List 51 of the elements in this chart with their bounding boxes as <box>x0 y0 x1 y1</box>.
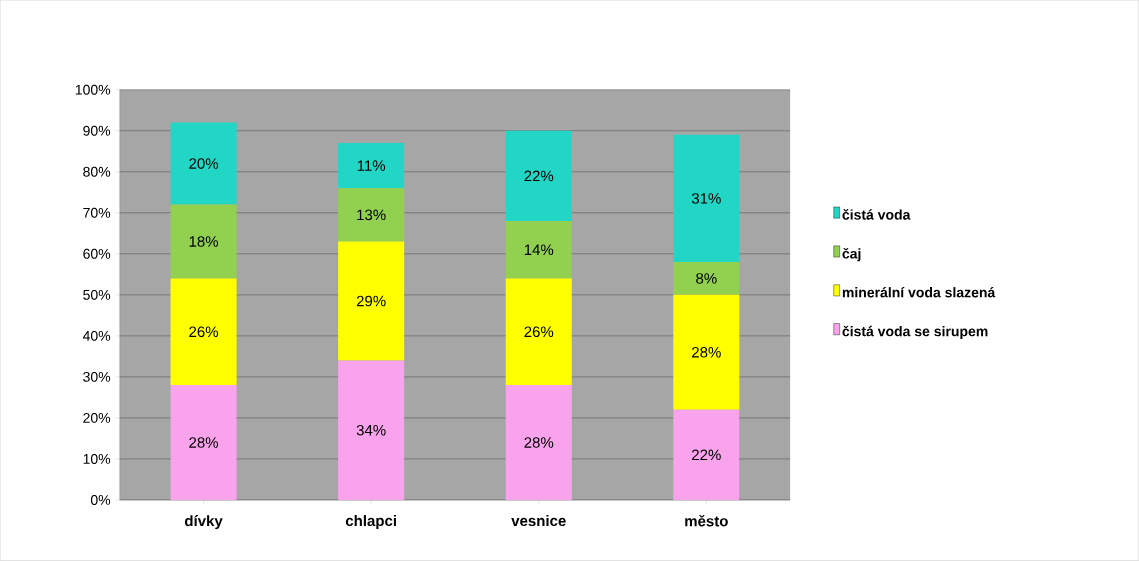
data-label: 26% <box>189 326 219 338</box>
bar <box>338 143 405 189</box>
bar <box>338 360 405 501</box>
bar <box>170 204 237 279</box>
y-tick-label: 0% <box>90 495 111 506</box>
x-tick-label: chlapci <box>345 515 396 530</box>
legend-label: čistá voda <box>842 209 911 220</box>
bar <box>673 262 740 295</box>
y-tick-label: 90% <box>83 125 111 136</box>
bar <box>170 278 237 386</box>
data-label: 22% <box>692 449 721 461</box>
legend-label: čaj <box>842 248 861 262</box>
bar <box>673 295 740 410</box>
bar <box>505 385 572 501</box>
y-tick-label: 60% <box>83 249 111 259</box>
y-tick-label: 50% <box>83 290 111 300</box>
bar <box>505 130 572 222</box>
data-label: 14% <box>524 244 554 256</box>
data-label: 8% <box>696 273 717 284</box>
bar <box>170 122 237 205</box>
bar <box>673 135 740 263</box>
y-tick-label: 30% <box>83 372 111 383</box>
y-tick-label: 20% <box>83 413 111 424</box>
bar <box>505 221 572 279</box>
y-tick-label: 80% <box>83 166 111 177</box>
x-tick-label: dívky <box>184 515 223 530</box>
legend-label: minerální voda slazená <box>842 287 996 298</box>
bar <box>338 241 405 361</box>
bar <box>673 409 740 501</box>
data-label: 13% <box>357 209 386 221</box>
data-label: 26% <box>524 326 554 338</box>
legend-label: čistá voda se sirupem <box>842 325 988 340</box>
bar <box>505 278 572 386</box>
data-label: 22% <box>524 170 554 182</box>
data-label: 34% <box>356 425 386 436</box>
data-label: 18% <box>189 236 219 247</box>
y-tick-label: 100% <box>75 84 111 95</box>
bar <box>338 188 405 242</box>
data-label: 31% <box>691 193 721 204</box>
data-label: 28% <box>524 437 554 448</box>
y-tick-label: 10% <box>83 454 111 465</box>
data-label: 11% <box>357 160 386 172</box>
bar <box>170 385 237 501</box>
data-label: 29% <box>356 295 386 307</box>
data-label: 28% <box>692 347 721 358</box>
y-tick-label: 70% <box>83 207 111 218</box>
x-tick-label: vesnice <box>511 515 566 527</box>
data-label: 28% <box>189 437 219 448</box>
data-label: 20% <box>189 158 219 170</box>
y-tick-label: 40% <box>82 331 111 341</box>
x-tick-label: město <box>685 515 728 527</box>
